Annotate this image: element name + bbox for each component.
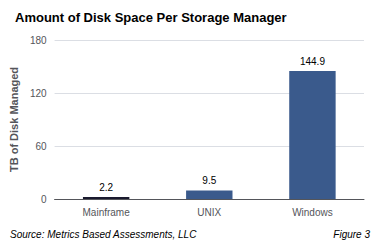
svg-text:Source: Metrics Based Assessme: Source: Metrics Based Assessments, LLC [10,229,197,240]
svg-text:Amount of Disk Space Per Stora: Amount of Disk Space Per Storage Manager [15,10,287,25]
svg-text:Mainframe: Mainframe [83,207,131,218]
svg-text:120: 120 [30,88,47,99]
svg-text:180: 180 [30,35,47,46]
svg-text:144.9: 144.9 [300,56,325,67]
svg-text:Windows: Windows [292,207,333,218]
svg-text:TB of Disk Managed: TB of Disk Managed [8,67,20,172]
svg-text:2.2: 2.2 [99,182,113,193]
svg-text:0: 0 [41,194,47,205]
svg-text:Figure 3: Figure 3 [333,229,370,240]
svg-text:9.5: 9.5 [202,175,216,186]
svg-text:60: 60 [35,141,47,152]
svg-text:UNIX: UNIX [197,207,221,218]
